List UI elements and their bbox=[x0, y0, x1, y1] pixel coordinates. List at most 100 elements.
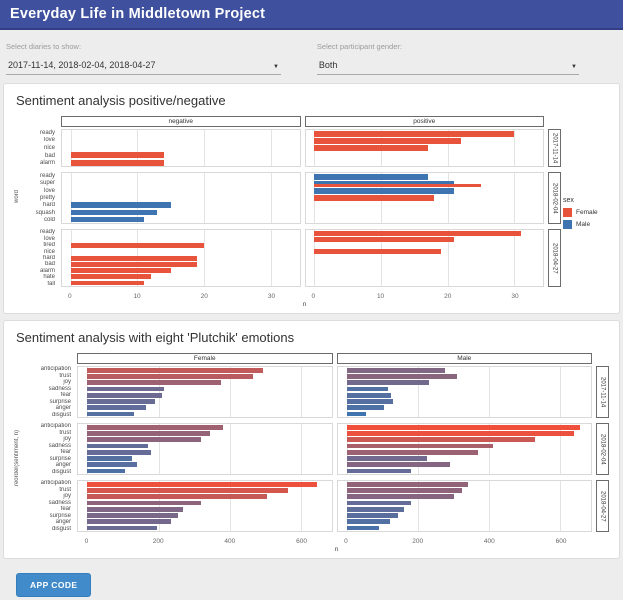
diaries-select[interactable]: 2017-11-14, 2018-02-04, 2018-04-27 ▼ bbox=[6, 58, 281, 75]
y-tick-label: joy bbox=[63, 436, 71, 443]
app-code-button[interactable]: APP CODE bbox=[16, 573, 92, 597]
bar-slot bbox=[306, 187, 544, 194]
bar bbox=[87, 437, 202, 443]
facet-row-strip: 2018-04-27 bbox=[548, 229, 561, 287]
bar bbox=[346, 386, 388, 392]
gridline bbox=[270, 173, 272, 223]
x-axis: 0 10 20 30 bbox=[305, 292, 545, 301]
spacer bbox=[596, 353, 609, 364]
x-axis-title-row: n bbox=[24, 301, 609, 310]
bar bbox=[346, 380, 429, 386]
bar-slot bbox=[78, 481, 332, 487]
bar-slot bbox=[306, 152, 544, 159]
y-tick-label: alarm bbox=[39, 160, 55, 167]
bar-slot bbox=[78, 380, 332, 386]
bar-slot bbox=[62, 130, 300, 137]
legend-swatch bbox=[563, 220, 572, 230]
x-axis-title-row: n bbox=[24, 546, 609, 555]
x-tick-label: 0 bbox=[311, 293, 316, 300]
y-tick-label: bad bbox=[44, 261, 55, 268]
gridline bbox=[229, 424, 231, 474]
gridline bbox=[158, 367, 160, 417]
gridline bbox=[158, 424, 160, 474]
x-axis-title: n bbox=[302, 301, 307, 308]
bar-slot bbox=[338, 519, 592, 525]
y-tick-label: disgust bbox=[51, 411, 71, 418]
spacer bbox=[561, 116, 609, 127]
facet-column-strip: negative bbox=[61, 116, 301, 127]
bar-slot bbox=[62, 267, 300, 273]
gridline bbox=[418, 481, 420, 531]
gridline bbox=[270, 230, 272, 286]
bar-slot bbox=[78, 455, 332, 461]
facet-panel bbox=[336, 423, 592, 475]
bar bbox=[70, 268, 171, 273]
bar bbox=[70, 202, 171, 209]
bar bbox=[346, 456, 427, 461]
dropdown-caret-icon: ▼ bbox=[272, 64, 279, 70]
gender-select-value: Both bbox=[318, 60, 338, 70]
bar bbox=[87, 525, 157, 531]
bar-slot bbox=[78, 424, 332, 430]
bar-slot bbox=[62, 209, 300, 216]
bar bbox=[87, 443, 148, 449]
y-axis-title: word bbox=[14, 189, 20, 203]
facet-panel bbox=[77, 480, 333, 532]
gridline bbox=[87, 367, 89, 417]
gridline bbox=[204, 173, 206, 223]
ggplot-posneg: word negative positive ready love nice bad alar… bbox=[14, 116, 609, 310]
y-tick-label: tired bbox=[43, 242, 55, 249]
bar bbox=[346, 431, 575, 436]
y-tick-label: love bbox=[43, 187, 55, 194]
facet-column-strip: positive bbox=[304, 116, 544, 127]
bar bbox=[346, 462, 450, 468]
spacer bbox=[596, 546, 609, 555]
y-tick-labels: ready love tired nice hard bad alarm hate fall bbox=[24, 229, 58, 287]
y-tick-label: sadness bbox=[48, 385, 71, 392]
legend-item-female: Female bbox=[563, 208, 609, 218]
bar-slot bbox=[78, 411, 332, 417]
y-tick-label: love bbox=[43, 235, 55, 242]
y-tick-labels: anticipation trust joy sadness fear surprise a… bbox=[24, 480, 74, 532]
bar bbox=[87, 405, 147, 411]
y-tick-label: surprise bbox=[49, 512, 71, 519]
bar-slot bbox=[78, 398, 332, 404]
gridline bbox=[514, 230, 516, 286]
bar bbox=[346, 424, 580, 430]
bar-slot bbox=[78, 386, 332, 392]
bar-slot bbox=[62, 242, 300, 249]
bar bbox=[346, 437, 536, 443]
bar-slot bbox=[338, 398, 592, 404]
bar-slot bbox=[306, 209, 544, 216]
bar bbox=[87, 399, 155, 404]
y-tick-label: cold bbox=[43, 217, 55, 224]
gridline bbox=[137, 173, 139, 223]
y-tick-label: super bbox=[39, 180, 55, 187]
bar-slot bbox=[78, 367, 332, 373]
bar bbox=[346, 519, 390, 525]
bar bbox=[314, 188, 455, 194]
bar bbox=[346, 506, 404, 512]
y-tick-label: disgust bbox=[51, 525, 71, 532]
bar bbox=[87, 488, 289, 493]
y-tick-label: fall bbox=[47, 280, 55, 287]
facet-row: anticipation trust joy sadness fear surprise a… bbox=[24, 480, 609, 532]
gridline bbox=[204, 130, 206, 166]
chart-sentiment-posneg: word negative positive ready love nice bad alar… bbox=[14, 116, 609, 310]
gender-select[interactable]: Both ▼ bbox=[316, 58, 579, 75]
legend-item-male: Male bbox=[563, 220, 609, 230]
facet-column-strip: Female bbox=[77, 353, 333, 364]
facet-row: anticipation trust joy sadness fear surprise a… bbox=[24, 423, 609, 475]
gridline bbox=[447, 130, 449, 166]
y-tick-label: joy bbox=[63, 379, 71, 386]
x-tick-label: 20 bbox=[444, 293, 452, 300]
spacer bbox=[561, 301, 609, 310]
chart1-title: Sentiment analysis positive/negative bbox=[16, 93, 226, 108]
x-tick-label: 200 bbox=[412, 538, 424, 545]
x-tick-label: 600 bbox=[296, 538, 307, 545]
bar-slot bbox=[62, 173, 300, 180]
facet-row: ready super love pretty hard squash cold 2018-0… bbox=[24, 172, 609, 224]
bar-slot bbox=[338, 367, 592, 373]
gridline bbox=[87, 424, 89, 474]
bar-slot bbox=[338, 494, 592, 500]
